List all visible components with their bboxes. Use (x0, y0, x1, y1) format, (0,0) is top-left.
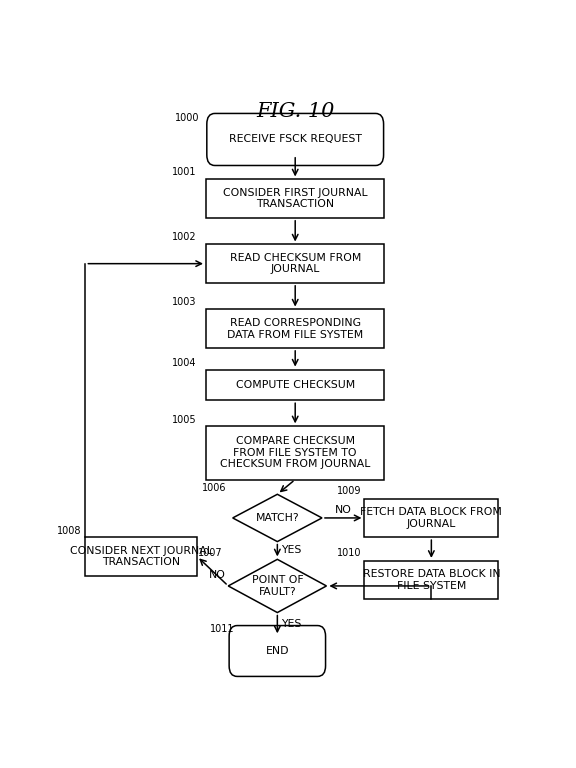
Text: 1004: 1004 (172, 358, 196, 368)
Text: NO: NO (209, 571, 226, 581)
Bar (85, 537, 197, 575)
Text: COMPARE CHECKSUM
FROM FILE SYSTEM TO
CHECKSUM FROM JOURNAL: COMPARE CHECKSUM FROM FILE SYSTEM TO CHE… (220, 436, 370, 469)
Text: FIG. 10: FIG. 10 (256, 101, 335, 121)
Text: 1011: 1011 (210, 624, 234, 634)
Bar (206, 426, 384, 479)
Bar (206, 180, 384, 218)
FancyBboxPatch shape (207, 114, 384, 165)
Bar (365, 498, 498, 537)
Bar (206, 244, 384, 283)
Text: 1007: 1007 (198, 548, 223, 558)
Text: 1006: 1006 (202, 483, 226, 493)
FancyBboxPatch shape (229, 626, 325, 677)
Text: MATCH?: MATCH? (256, 513, 299, 523)
Text: YES: YES (282, 619, 302, 630)
Text: 1002: 1002 (172, 233, 196, 243)
Text: YES: YES (282, 545, 302, 555)
Bar (206, 369, 384, 400)
Text: CONSIDER FIRST JOURNAL
TRANSACTION: CONSIDER FIRST JOURNAL TRANSACTION (223, 188, 367, 210)
Text: 1001: 1001 (172, 167, 196, 177)
Text: 1005: 1005 (172, 415, 196, 425)
Text: 1009: 1009 (337, 486, 361, 496)
Text: READ CORRESPONDING
DATA FROM FILE SYSTEM: READ CORRESPONDING DATA FROM FILE SYSTEM (227, 318, 363, 339)
Bar (206, 310, 384, 348)
Text: END: END (266, 646, 289, 656)
Text: RECEIVE FSCK REQUEST: RECEIVE FSCK REQUEST (229, 134, 362, 144)
Polygon shape (228, 559, 327, 613)
Polygon shape (233, 495, 322, 541)
Text: FETCH DATA BLOCK FROM
JOURNAL: FETCH DATA BLOCK FROM JOURNAL (361, 507, 502, 528)
Text: RESTORE DATA BLOCK IN
FILE SYSTEM: RESTORE DATA BLOCK IN FILE SYSTEM (362, 569, 500, 591)
Text: COMPUTE CHECKSUM: COMPUTE CHECKSUM (236, 380, 355, 390)
Text: READ CHECKSUM FROM
JOURNAL: READ CHECKSUM FROM JOURNAL (229, 253, 361, 274)
Text: 1010: 1010 (337, 548, 361, 558)
Text: NO: NO (335, 505, 351, 515)
Text: 1003: 1003 (172, 297, 196, 307)
Text: POINT OF
FAULT?: POINT OF FAULT? (252, 575, 303, 597)
Text: 1008: 1008 (58, 525, 82, 536)
Text: 1000: 1000 (175, 113, 199, 123)
Text: CONSIDER NEXT JOURNAL
TRANSACTION: CONSIDER NEXT JOURNAL TRANSACTION (70, 545, 213, 568)
Bar (365, 561, 498, 599)
